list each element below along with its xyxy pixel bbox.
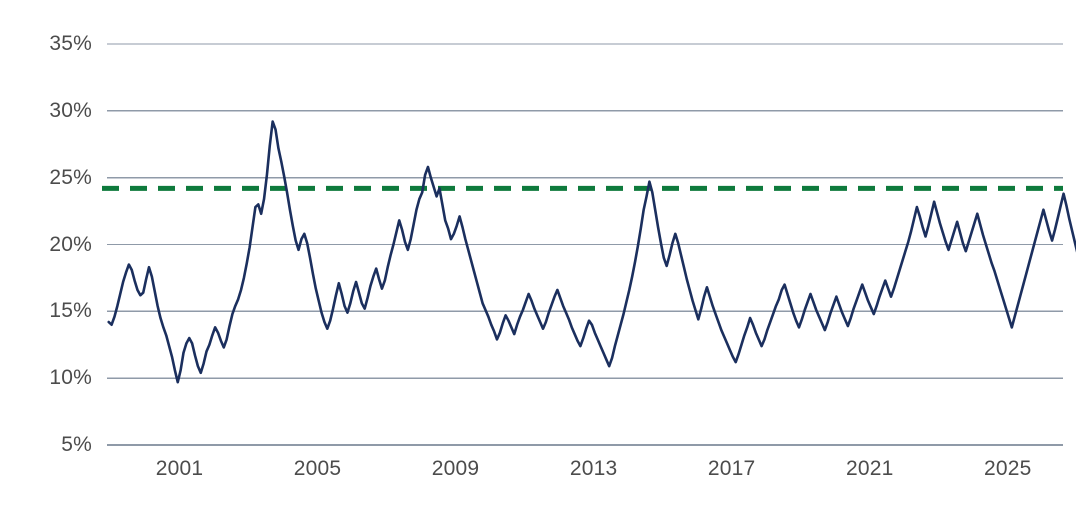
y-axis-labels: 35% 30% 25% 20% 15% 10% 5%	[0, 0, 92, 524]
x-axis-tick-label: 2001	[155, 457, 204, 480]
x-axis-tick-label: 2005	[293, 457, 342, 480]
series-line-share-of-index	[107, 120, 1076, 384]
y-axis-tick-label: 15%	[49, 299, 92, 323]
x-axis-tick-label: 2017	[707, 457, 756, 480]
y-axis-tick-label: 25%	[49, 165, 92, 189]
y-axis-tick-label: 20%	[49, 232, 92, 256]
x-axis-tick-label: 2025	[984, 457, 1032, 480]
y-axis-tick-label: 10%	[49, 366, 92, 390]
x-axis-tick-label: 2021	[845, 457, 894, 480]
x-axis-tick-label: 2009	[431, 457, 480, 480]
y-axis-tick-label: 35%	[49, 32, 92, 55]
x-axis-tick-label: 2013	[569, 457, 618, 480]
y-axis-tick-label: 30%	[49, 98, 92, 122]
data-series-group	[107, 120, 1076, 384]
y-axis-tick-label: 5%	[61, 433, 92, 456]
